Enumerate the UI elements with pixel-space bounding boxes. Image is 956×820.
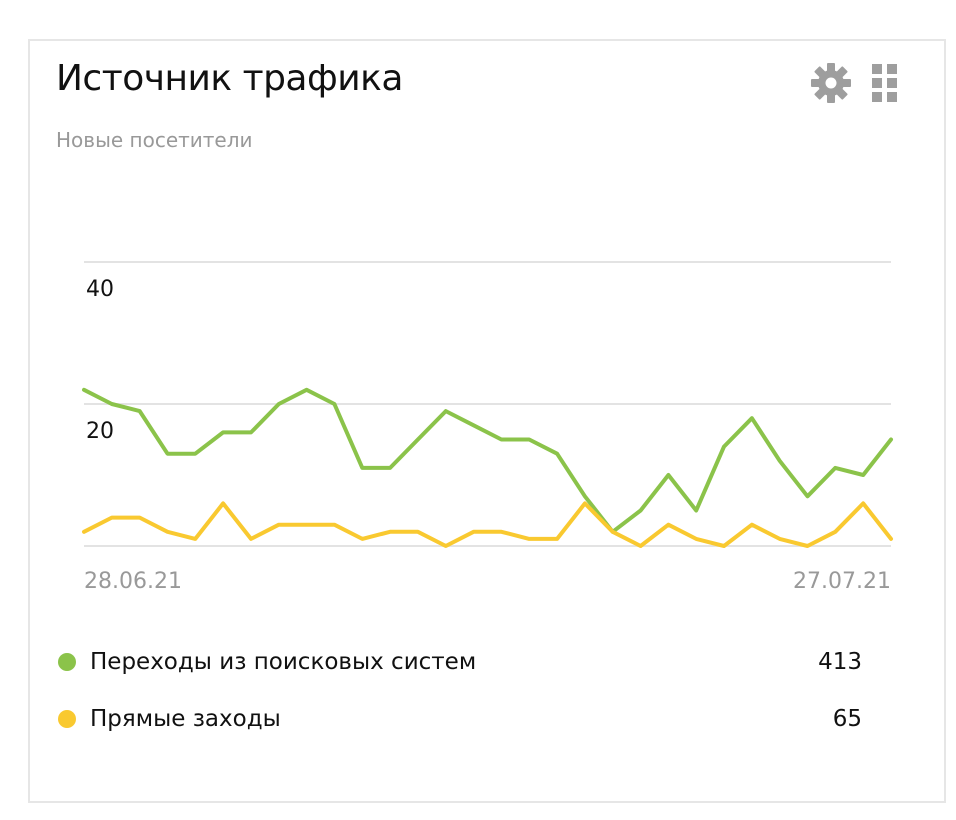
chart-gridlines: [84, 261, 891, 547]
traffic-source-widget: [28, 39, 946, 803]
legend-value-direct: 65: [832, 706, 862, 732]
grid-handle-icon[interactable]: [872, 64, 898, 102]
x-tick-label-end: 27.07.21: [793, 569, 891, 594]
legend-dot-search: [58, 653, 76, 671]
widget-title: Источник трафика: [56, 58, 403, 99]
legend-label-direct: Прямые заходы: [90, 706, 281, 732]
legend-dot-direct: [58, 710, 76, 728]
chart-series: [82, 387, 893, 548]
series-line-0: [82, 387, 893, 534]
widget-subtitle: Новые посетители: [56, 128, 253, 152]
gear-icon[interactable]: [810, 62, 852, 104]
widget-toolbar: [810, 62, 898, 104]
series-line-1: [82, 501, 893, 548]
y-tick-label-40: 40: [86, 277, 114, 302]
legend-item-direct: Прямые заходы 65: [58, 699, 862, 739]
y-axis-labels: 40 20: [86, 277, 114, 444]
legend-item-search: Переходы из поисковых систем 413: [58, 642, 862, 682]
x-axis-labels: 28.06.21 27.07.21: [84, 569, 891, 594]
y-tick-label-20: 20: [86, 419, 114, 444]
legend-label-search: Переходы из поисковых систем: [90, 649, 477, 675]
legend-value-search: 413: [818, 649, 862, 675]
x-tick-label-start: 28.06.21: [84, 569, 182, 594]
traffic-line-chart: 40 20 28.06.21 27.07.21: [82, 261, 893, 594]
